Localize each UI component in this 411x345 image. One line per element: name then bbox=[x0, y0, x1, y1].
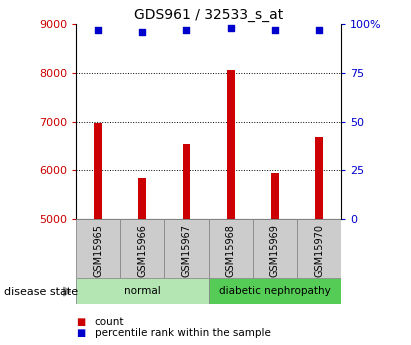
Text: GSM15969: GSM15969 bbox=[270, 224, 280, 277]
Bar bbox=[253, 219, 297, 278]
Text: GSM15968: GSM15968 bbox=[226, 224, 236, 277]
Bar bbox=[209, 278, 341, 304]
Text: normal: normal bbox=[124, 286, 161, 296]
Bar bbox=[94, 122, 102, 219]
Text: diabetic nephropathy: diabetic nephropathy bbox=[219, 286, 331, 296]
Bar bbox=[76, 278, 209, 304]
Bar bbox=[271, 173, 279, 219]
Text: disease state: disease state bbox=[4, 287, 78, 296]
Point bbox=[183, 27, 190, 33]
Text: GSM15966: GSM15966 bbox=[137, 224, 147, 277]
Bar bbox=[164, 219, 209, 278]
Bar bbox=[227, 70, 235, 219]
Bar bbox=[139, 178, 146, 219]
Point bbox=[227, 25, 234, 31]
Polygon shape bbox=[64, 287, 71, 296]
Text: GSM15965: GSM15965 bbox=[93, 224, 103, 277]
Bar bbox=[120, 219, 164, 278]
Title: GDS961 / 32533_s_at: GDS961 / 32533_s_at bbox=[134, 8, 283, 22]
Text: percentile rank within the sample: percentile rank within the sample bbox=[95, 328, 270, 338]
Bar bbox=[297, 219, 341, 278]
Point bbox=[139, 29, 145, 35]
Bar bbox=[209, 219, 253, 278]
Text: GSM15970: GSM15970 bbox=[314, 224, 324, 277]
Point bbox=[272, 27, 278, 33]
Text: ■: ■ bbox=[76, 328, 85, 338]
Text: ■: ■ bbox=[76, 317, 85, 326]
Point bbox=[95, 27, 102, 33]
Text: GSM15967: GSM15967 bbox=[182, 224, 192, 277]
Bar bbox=[182, 144, 190, 219]
Bar bbox=[76, 219, 120, 278]
Point bbox=[316, 27, 322, 33]
Text: count: count bbox=[95, 317, 124, 326]
Bar bbox=[315, 137, 323, 219]
